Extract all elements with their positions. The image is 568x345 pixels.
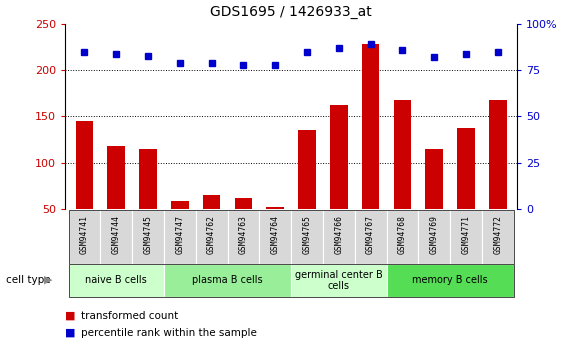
Text: GSM94769: GSM94769 — [430, 215, 438, 254]
Bar — [171, 201, 189, 209]
Text: GSM94768: GSM94768 — [398, 215, 407, 254]
Bar — [69, 210, 101, 264]
Bar — [418, 210, 450, 264]
Bar — [298, 130, 316, 209]
Text: ■: ■ — [65, 311, 76, 321]
Bar — [425, 149, 443, 209]
Bar — [164, 210, 196, 264]
Bar — [291, 264, 386, 297]
Text: GSM94767: GSM94767 — [366, 215, 375, 254]
Bar — [362, 45, 379, 209]
Bar — [450, 210, 482, 264]
Text: naive B cells: naive B cells — [85, 275, 147, 285]
Text: germinal center B
cells: germinal center B cells — [295, 269, 383, 291]
Text: GSM94766: GSM94766 — [335, 215, 343, 254]
Bar — [291, 210, 323, 264]
Text: GSM94764: GSM94764 — [271, 215, 279, 254]
Text: GSM94771: GSM94771 — [461, 215, 470, 254]
Bar — [196, 210, 228, 264]
Text: GSM94762: GSM94762 — [207, 215, 216, 254]
Text: GSM94747: GSM94747 — [176, 215, 184, 254]
Text: ▶: ▶ — [44, 275, 53, 285]
Bar — [394, 100, 411, 209]
Bar — [132, 210, 164, 264]
Text: ■: ■ — [65, 328, 76, 338]
Text: percentile rank within the sample: percentile rank within the sample — [81, 328, 257, 338]
Bar — [260, 210, 291, 264]
Bar — [386, 264, 513, 297]
Bar — [354, 210, 386, 264]
Text: GSM94744: GSM94744 — [112, 215, 121, 254]
Bar — [76, 121, 93, 209]
Text: transformed count: transformed count — [81, 311, 178, 321]
Text: GSM94763: GSM94763 — [239, 215, 248, 254]
Bar — [489, 100, 507, 209]
Bar — [235, 198, 252, 209]
Text: GSM94745: GSM94745 — [144, 215, 152, 254]
Bar — [107, 146, 125, 209]
Bar — [266, 207, 284, 209]
Text: GSM94765: GSM94765 — [303, 215, 311, 254]
Bar — [457, 128, 475, 209]
Text: GSM94741: GSM94741 — [80, 215, 89, 254]
Text: cell type: cell type — [6, 275, 51, 285]
Bar — [69, 264, 164, 297]
Text: memory B cells: memory B cells — [412, 275, 488, 285]
Title: GDS1695 / 1426933_at: GDS1695 / 1426933_at — [210, 5, 372, 19]
Bar — [482, 210, 513, 264]
Bar — [203, 195, 220, 209]
Text: plasma B cells: plasma B cells — [192, 275, 263, 285]
Bar — [323, 210, 354, 264]
Bar — [139, 149, 157, 209]
Text: GSM94772: GSM94772 — [493, 215, 502, 254]
Bar — [330, 105, 348, 209]
Bar — [386, 210, 418, 264]
Bar — [101, 210, 132, 264]
Bar — [228, 210, 260, 264]
Bar — [164, 264, 291, 297]
